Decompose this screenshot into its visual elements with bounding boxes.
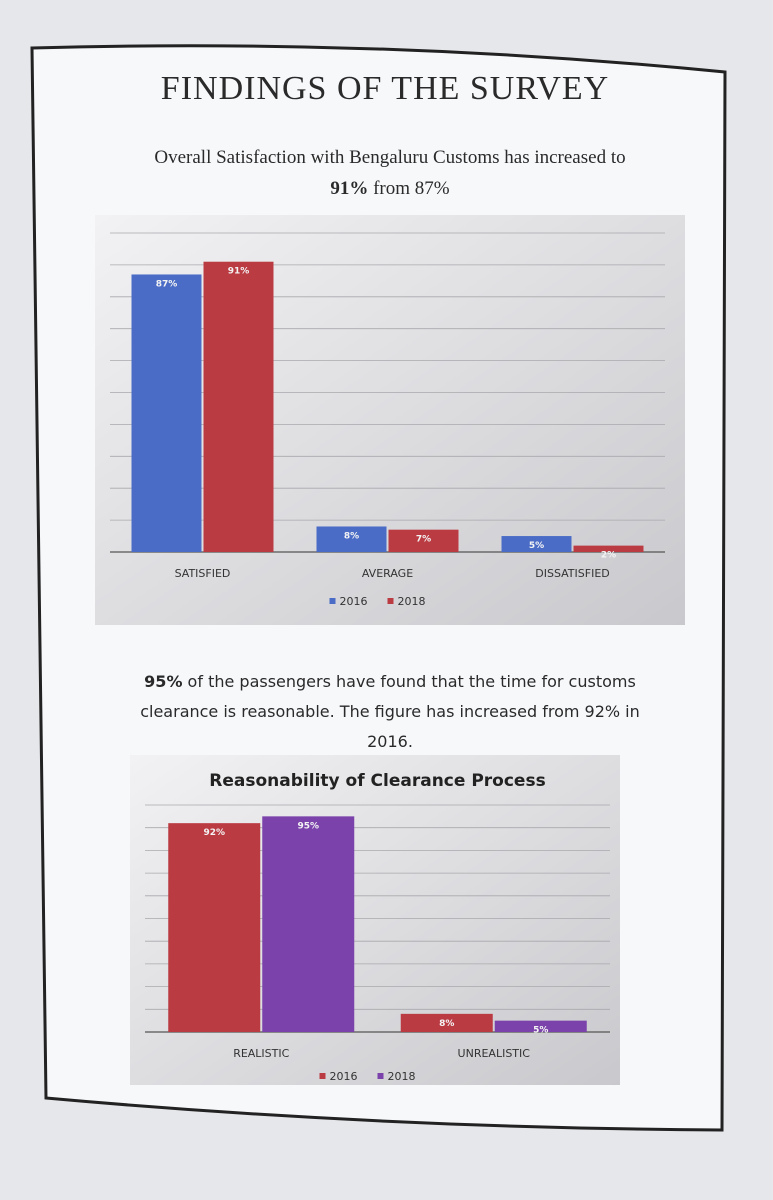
x-tick-label: DISSATISFIED <box>535 567 610 580</box>
bar <box>131 274 202 552</box>
data-label: 7% <box>416 535 431 545</box>
bar <box>400 1013 493 1032</box>
data-label: 8% <box>344 531 359 541</box>
x-tick-label: SATISFIED <box>175 567 231 580</box>
note-text: 95% of the passengers have found that th… <box>120 667 660 757</box>
legend-label: 2018 <box>388 1070 416 1083</box>
data-label: 95% <box>297 821 319 831</box>
legend-swatch <box>377 1073 384 1079</box>
intro-text: Overall Satisfaction with Bengaluru Cust… <box>150 142 630 204</box>
text: of the passengers have found that the ti… <box>140 672 640 751</box>
x-tick-label: REALISTIC <box>233 1047 289 1060</box>
legend-swatch <box>329 598 336 604</box>
bar <box>168 823 261 1032</box>
data-label: 91% <box>228 267 250 277</box>
legend-label: 2016 <box>330 1070 358 1083</box>
data-label: 2% <box>601 551 616 561</box>
text: from 87% <box>368 178 450 199</box>
bar <box>203 261 274 552</box>
legend-swatch <box>387 598 394 604</box>
bar <box>501 536 572 552</box>
bar <box>388 529 459 552</box>
data-label: 87% <box>156 279 178 289</box>
text: Overall Satisfaction with Bengaluru Cust… <box>154 147 626 168</box>
page-title: FINDINGS OF THE SURVEY <box>160 70 610 107</box>
highlight: 91% <box>330 178 369 199</box>
highlight: 95% <box>144 672 183 691</box>
x-tick-label: AVERAGE <box>362 567 413 580</box>
legend-swatch <box>319 1073 326 1079</box>
data-label: 5% <box>529 541 544 551</box>
data-label: 5% <box>533 1026 548 1036</box>
data-label: 92% <box>203 828 225 838</box>
bar <box>573 545 644 552</box>
bar <box>262 816 355 1032</box>
chart-title: Reasonability of Clearance Process <box>209 771 545 791</box>
data-label: 8% <box>439 1019 454 1029</box>
legend-label: 2018 <box>398 595 426 608</box>
bar <box>316 526 387 552</box>
bar <box>494 1020 587 1032</box>
x-tick-label: UNREALISTIC <box>458 1047 531 1060</box>
legend-label: 2016 <box>340 595 368 608</box>
